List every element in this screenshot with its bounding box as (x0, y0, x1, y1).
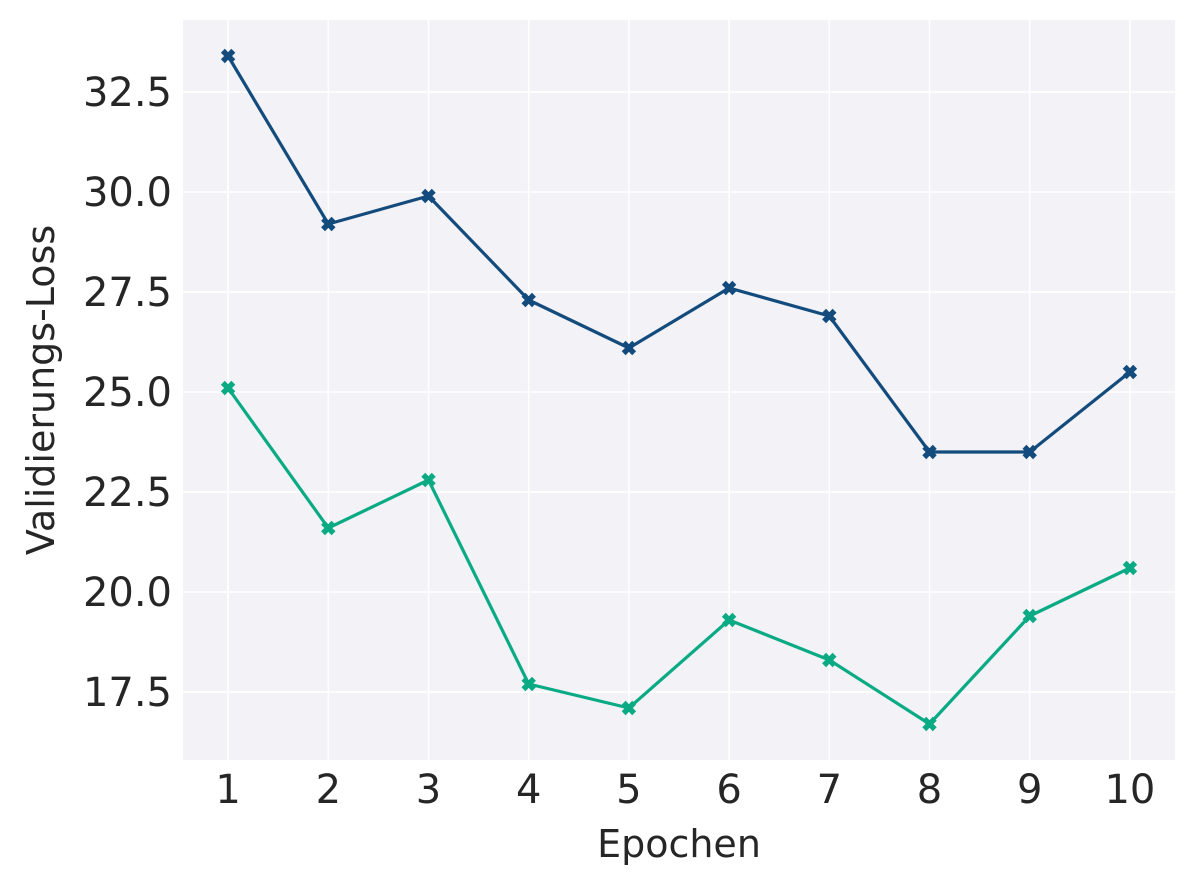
data-point-marker (822, 308, 837, 324)
data-point-marker (721, 280, 737, 296)
data-point-marker (1122, 364, 1138, 380)
data-point-marker (721, 612, 737, 628)
series-line (226, 55, 1131, 454)
x-tick-label: 6 (716, 767, 741, 813)
series-1 (220, 48, 1138, 460)
y-axis-label: Validierungs-Loss (19, 225, 63, 555)
data-point-marker (621, 700, 637, 716)
y-tick-label: 25.0 (83, 370, 172, 416)
data-point-marker (521, 292, 536, 308)
data-point-marker (220, 380, 236, 396)
data-point-marker (220, 48, 236, 64)
y-tick-label: 27.5 (83, 270, 172, 316)
data-point-marker (1122, 560, 1138, 576)
series-2 (220, 380, 1138, 732)
data-point-marker (321, 520, 336, 536)
data-point-marker (1022, 608, 1037, 624)
data-point-marker (922, 444, 937, 460)
data-point-marker (421, 472, 436, 488)
x-tick-label: 1 (215, 767, 240, 813)
grid (183, 20, 1175, 760)
x-tick-label: 8 (917, 767, 942, 813)
x-tick-label: 9 (1017, 767, 1042, 813)
data-point-marker (1022, 444, 1037, 460)
y-tick-label: 20.0 (83, 570, 172, 616)
x-tick-label: 3 (416, 767, 441, 813)
data-point-marker (822, 652, 837, 668)
x-tick-label: 5 (616, 767, 641, 813)
data-point-marker (521, 676, 536, 692)
y-tick-label: 22.5 (83, 470, 172, 516)
tick-labels: 1 2 3 4 5 6 7 8 9 10 17.5 20.0 22.5 25.0 27.5 30.0 32.5 (83, 70, 1155, 813)
x-tick-label: 4 (516, 767, 541, 813)
series-line (226, 387, 1131, 726)
y-tick-label: 30.0 (83, 170, 172, 216)
y-tick-label: 32.5 (83, 70, 172, 116)
x-tick-label: 2 (316, 767, 341, 813)
series-layer (220, 48, 1138, 732)
y-tick-label: 17.5 (83, 670, 172, 716)
x-axis-label: Epochen (597, 822, 761, 866)
x-tick-label: 7 (817, 767, 842, 813)
data-point-marker (621, 340, 637, 356)
plot-background (183, 20, 1175, 760)
x-tick-label: 10 (1104, 767, 1155, 813)
data-point-marker (421, 188, 436, 204)
data-point-marker (922, 716, 937, 732)
data-point-marker (321, 216, 336, 232)
